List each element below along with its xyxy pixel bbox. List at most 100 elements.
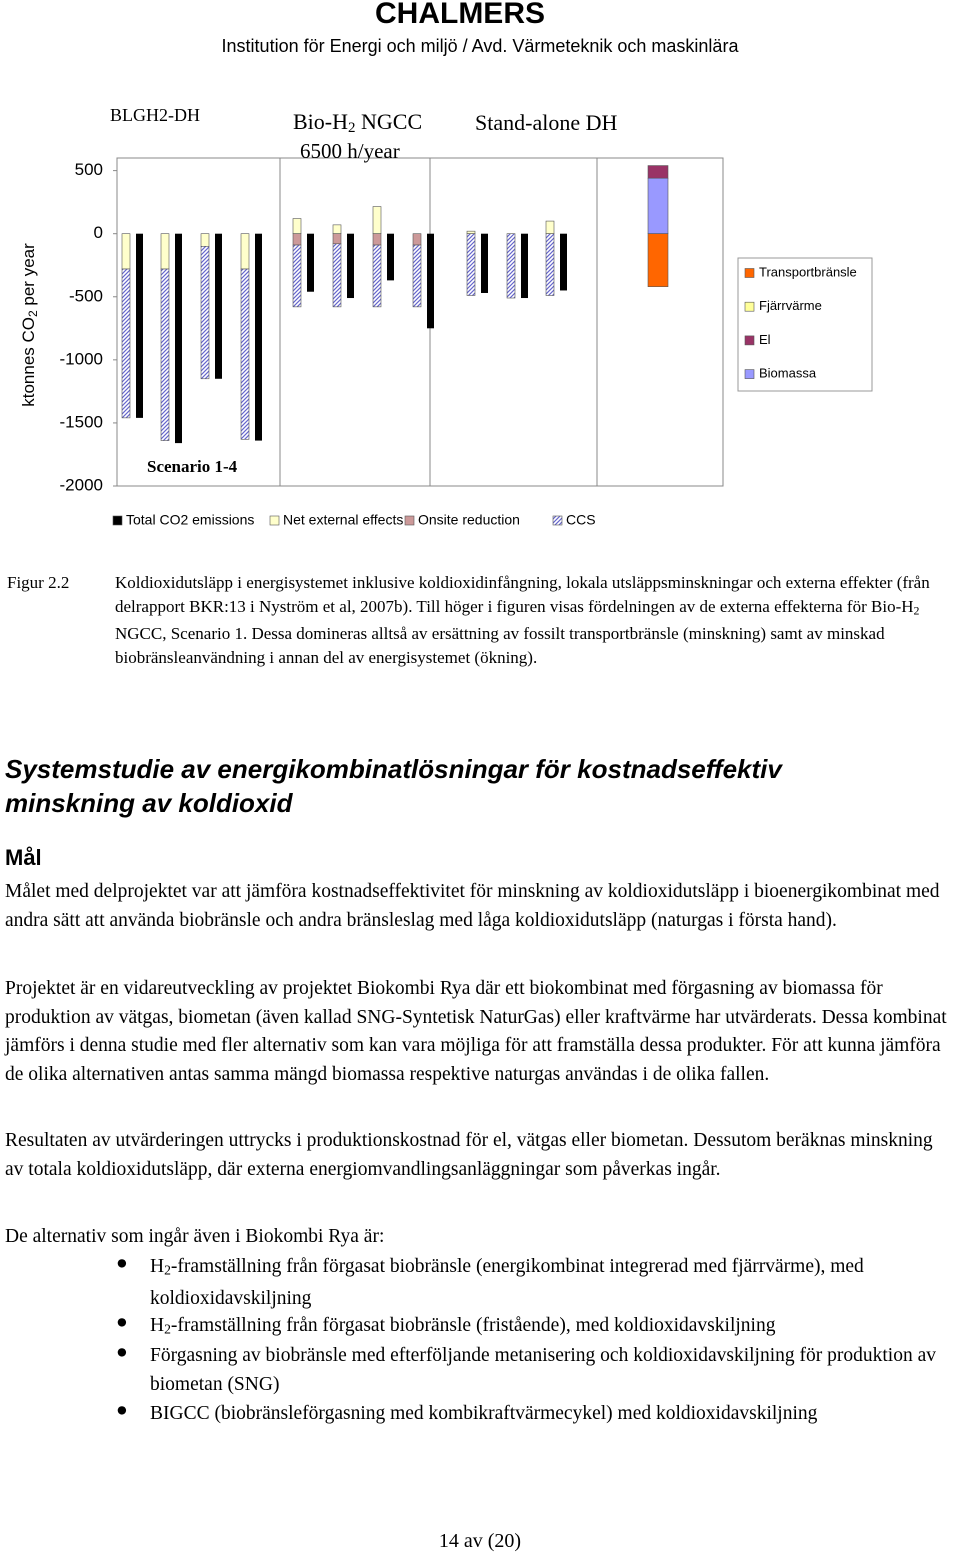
bullet-part: Förgasning av biobränsle med efterföljan… xyxy=(150,1345,936,1395)
legend-swatch xyxy=(744,335,755,346)
breakdown-segment xyxy=(647,165,669,179)
stacked-segment xyxy=(121,268,131,419)
y-tick-label: 500 xyxy=(75,160,103,179)
subheading: Mål xyxy=(5,845,42,870)
legend-swatch xyxy=(744,268,755,278)
bullet-dot: ● xyxy=(116,1253,128,1274)
legend-box xyxy=(737,257,873,392)
stacked-segment xyxy=(466,230,476,234)
total-bar xyxy=(560,233,567,291)
stacked-segment xyxy=(372,206,382,234)
stacked-segment xyxy=(372,233,382,246)
y-tick-label: -2000 xyxy=(60,475,103,494)
bullet-part: H xyxy=(150,1315,165,1336)
plot-frame xyxy=(116,157,724,487)
chart: CHALMERS Institution för Energi och milj… xyxy=(19,0,873,528)
stacked-segment xyxy=(412,244,422,308)
y-tick-label: -1000 xyxy=(60,349,103,368)
stacked-segment xyxy=(545,220,555,234)
group-label: 6500 h/year xyxy=(300,139,400,163)
footer: 14 av (20) xyxy=(438,1530,522,1552)
legend-label: El xyxy=(759,332,771,347)
header-title: CHALMERS xyxy=(375,0,545,30)
y-label-sub: 2 xyxy=(26,310,40,317)
total-bar xyxy=(307,233,314,292)
scenario-label: Scenario 1-4 xyxy=(147,457,238,476)
legend-swatch xyxy=(112,515,123,526)
stacked-segment xyxy=(332,224,342,234)
legend-swatch xyxy=(404,515,415,526)
total-bar xyxy=(387,233,394,281)
y-tick-label: -1500 xyxy=(60,412,103,431)
stacked-segment xyxy=(200,233,210,247)
heading: Systemstudie av energikombinatlösningar … xyxy=(5,754,782,818)
breakdown-segment xyxy=(647,177,669,234)
label-part: NGCC xyxy=(356,109,423,134)
paragraph: Målet med delprojektet var att jämföra k… xyxy=(5,881,940,931)
bullet-sub: 2 xyxy=(164,1321,171,1337)
legend-swatch xyxy=(744,301,755,312)
legend-label: CCS xyxy=(566,512,596,528)
bullet-part: -framställning från förgasat biobränsle … xyxy=(170,1315,776,1336)
stacked-segment xyxy=(292,233,302,246)
group-label: Bio-H2 NGCC xyxy=(293,109,422,136)
paragraph: Projektet är en vidareutveckling av proj… xyxy=(5,978,947,1085)
caption-text: Koldioxidutsläpp i energisystemet inklus… xyxy=(115,571,945,669)
y-axis-title: ktonnes CO2 per year xyxy=(19,243,40,407)
group-label: Stand-alone DH xyxy=(475,110,617,135)
y-tick-label: -500 xyxy=(69,286,103,305)
bullet-part: BIGCC (biobränsleförgasning med kombikra… xyxy=(150,1403,818,1424)
legend-label: Transportbränsle xyxy=(759,264,857,279)
stacked-segment xyxy=(466,233,476,296)
bullet-item: H2-framställning från förgasat biobränsl… xyxy=(150,1312,940,1344)
paragraph: De alternativ som ingår även i Biokombi … xyxy=(5,1226,385,1247)
total-bar xyxy=(521,233,528,299)
total-bar xyxy=(136,233,143,418)
label-part: Bio-H xyxy=(293,109,348,134)
caption-part: NGCC, Scenario 1. Dessa domineras alltså… xyxy=(115,624,885,667)
bullet-dot: ● xyxy=(116,1312,128,1333)
caption-sub: 2 xyxy=(913,602,920,617)
legend-label: Fjärrvärme xyxy=(759,298,822,313)
legend-label: Onsite reduction xyxy=(418,512,520,528)
stacked-segment xyxy=(372,244,382,308)
total-bar xyxy=(347,233,354,299)
legend-swatch xyxy=(552,515,563,526)
stacked-segment xyxy=(200,246,210,380)
total-bar xyxy=(255,233,262,441)
bullet-item: Förgasning av biobränsle med efterföljan… xyxy=(150,1342,940,1399)
stacked-segment xyxy=(292,218,302,234)
bullet-part: -framställning från förgasat biobränsle … xyxy=(150,1256,864,1310)
bullet-item: H2-framställning från förgasat biobränsl… xyxy=(150,1253,940,1314)
legend-swatch xyxy=(744,369,755,379)
bullet-sub: 2 xyxy=(164,1262,171,1278)
total-bar xyxy=(215,233,222,379)
stacked-segment xyxy=(332,243,342,308)
legend-swatch xyxy=(269,515,280,526)
legend-label: Total CO2 emissions xyxy=(126,512,254,528)
header-subtitle: Institution för Energi och miljö / Avd. … xyxy=(222,36,740,56)
bullet-dot: ● xyxy=(116,1342,128,1363)
y-tick-label: 0 xyxy=(94,223,103,242)
bullet-item: BIGCC (biobränsleförgasning med kombikra… xyxy=(150,1400,940,1429)
stacked-segment xyxy=(506,233,516,299)
stacked-segment xyxy=(240,268,250,440)
stacked-segment xyxy=(160,233,170,270)
bullet-part: H xyxy=(150,1256,165,1277)
bullet-dot: ● xyxy=(116,1400,128,1421)
stacked-segment xyxy=(121,233,131,270)
y-label-part: ktonnes CO xyxy=(19,317,38,407)
stacked-segment xyxy=(292,244,302,308)
label-sub: 2 xyxy=(348,120,356,136)
group-label: BLGH2-DH xyxy=(110,105,200,125)
total-bar xyxy=(427,233,434,329)
legend-label: Net external effects xyxy=(283,512,403,528)
breakdown-segment xyxy=(647,233,669,287)
caption-part: Koldioxidutsläpp i energisystemet inklus… xyxy=(115,573,930,616)
stacked-segment xyxy=(240,233,250,270)
stacked-segment xyxy=(545,233,555,296)
stacked-segment xyxy=(332,233,342,245)
y-label-part: per year xyxy=(19,243,38,310)
total-bar xyxy=(481,233,488,293)
